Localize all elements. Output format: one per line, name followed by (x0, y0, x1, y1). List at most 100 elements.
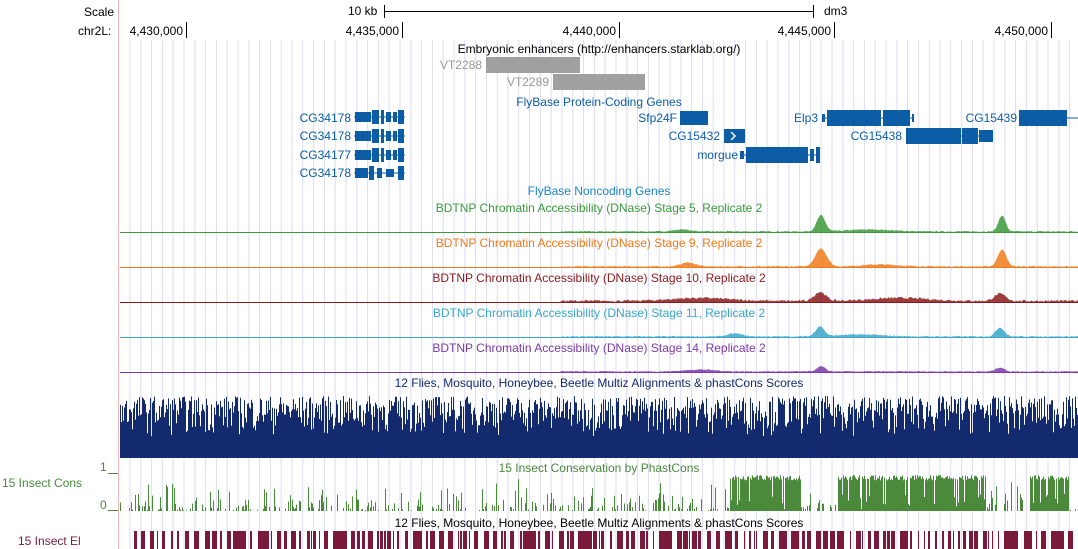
conserved-element (617, 531, 623, 549)
conserved-element (552, 531, 553, 549)
conserved-element (883, 531, 886, 549)
conserved-element (162, 531, 165, 549)
gene-exon (355, 112, 371, 122)
conserved-element (862, 531, 863, 549)
track-title-dnase-stage11[interactable]: BDTNP Chromatin Accessibility (DNase) St… (432, 306, 766, 320)
gene-label-cg15432[interactable]: CG15432 (668, 129, 720, 143)
track-title-phastcons[interactable]: 15 Insect Conservation by PhastCons (498, 461, 700, 475)
gene-exon (393, 150, 397, 160)
gene-exon (979, 130, 993, 142)
conserved-element (653, 531, 654, 549)
conserved-element (1068, 531, 1073, 549)
gene-label-cg34177[interactable]: CG34177 (299, 148, 351, 162)
conserved-element (707, 531, 711, 549)
track-title-dnase-stage5[interactable]: BDTNP Chromatin Accessibility (DNase) St… (435, 201, 763, 215)
conserved-element (351, 531, 355, 549)
gene-cg15439 (1019, 110, 1078, 126)
conserved-element (963, 531, 966, 549)
conserved-element (559, 531, 564, 549)
gene-label-cg15439[interactable]: CG15439 (965, 111, 1017, 125)
conserved-element (484, 531, 489, 549)
conserved-element (324, 531, 328, 549)
conserved-element (958, 531, 960, 549)
conserved-element (631, 531, 635, 549)
conserved-element (141, 531, 145, 549)
gene-label-cg15438[interactable]: CG15438 (850, 129, 902, 143)
conserved-element (891, 531, 895, 549)
gene-label-morgue[interactable]: morgue (697, 148, 738, 162)
track-title-flybase-noncoding[interactable]: FlyBase Noncoding Genes (527, 184, 671, 198)
conserved-element (233, 531, 246, 549)
ruler-position: 4,440,000 (562, 24, 616, 38)
conserved-element (205, 531, 210, 549)
conserved-element (988, 531, 989, 549)
gene-exon (398, 166, 404, 180)
conserved-element (227, 531, 231, 549)
conserved-element (953, 531, 954, 549)
conserved-element (716, 531, 720, 549)
gene-label-cg34178[interactable]: CG34178 (299, 129, 351, 143)
grid-lines (129, 40, 1071, 549)
conserved-element (918, 531, 919, 549)
conserved-element (998, 531, 999, 549)
conserved-element (212, 531, 217, 549)
gene-exon (386, 150, 391, 160)
track-title-dnase-stage14[interactable]: BDTNP Chromatin Accessibility (DNase) St… (432, 341, 766, 355)
phastcons-ymin-label: 0 (100, 498, 107, 512)
conserved-element (983, 531, 987, 549)
gene-exon (906, 128, 961, 144)
gene-label-cg34178[interactable]: CG34178 (299, 166, 351, 180)
conserved-element (368, 531, 373, 549)
conserved-element (357, 531, 360, 549)
conserved-element (384, 531, 386, 549)
conserved-element (271, 531, 272, 549)
gene-exon (381, 129, 384, 143)
enhancer-label-vt2288[interactable]: VT2288 (439, 58, 482, 72)
conserved-element (538, 531, 540, 549)
conserved-element (458, 531, 459, 549)
conserved-element (646, 531, 648, 549)
track-title-elements[interactable]: 12 Flies, Mosquito, Honeybee, Beetle Mul… (394, 516, 804, 530)
conserved-element (520, 531, 522, 549)
track-title-multiz[interactable]: 12 Flies, Mosquito, Honeybee, Beetle Mul… (394, 376, 804, 390)
conserved-element (823, 531, 828, 549)
conserved-element (405, 531, 408, 549)
track-title-flybase-coding[interactable]: FlyBase Protein-Coding Genes (516, 95, 682, 109)
gene-label-cg34178[interactable]: CG34178 (299, 111, 351, 125)
ruler-position: 4,435,000 (345, 24, 399, 38)
ruler-position: 4,450,000 (994, 24, 1048, 38)
conserved-element (830, 531, 835, 549)
track-title-dnase-stage10[interactable]: BDTNP Chromatin Accessibility (DNase) St… (432, 271, 766, 285)
track-title-enhancers[interactable]: Embryonic enhancers (http://enhancers.st… (457, 42, 741, 56)
dnase-track (120, 292, 1078, 303)
gene-exon (398, 110, 404, 124)
conserved-element (171, 531, 173, 549)
conserved-element (935, 531, 937, 549)
gene-exon (816, 147, 820, 163)
elements-track (134, 531, 1073, 549)
conserved-element (900, 531, 908, 549)
gene-cg34177 (354, 148, 405, 162)
conserved-element (756, 531, 757, 549)
conserved-element (725, 531, 732, 549)
gene-exon (355, 168, 368, 178)
conserved-element (692, 531, 697, 549)
gene-exon (393, 131, 397, 141)
track-label-elements[interactable]: 15 Insect El (18, 534, 81, 548)
conserved-element (771, 531, 774, 549)
enhancer-label-vt2289[interactable]: VT2289 (506, 75, 549, 89)
track-label-phastcons[interactable]: 15 Insect Cons (2, 476, 83, 490)
conserved-element (1024, 531, 1032, 549)
gene-label-sfp24f[interactable]: Sfp24F (638, 111, 677, 125)
gene-track (354, 110, 1078, 180)
conserved-element (948, 531, 951, 549)
track-title-dnase-stage9[interactable]: BDTNP Chromatin Accessibility (DNase) St… (435, 236, 763, 250)
conserved-element (439, 531, 444, 549)
gene-label-elp3[interactable]: Elp3 (793, 111, 818, 125)
dnase-tracks (120, 214, 1078, 373)
gene-exon (381, 110, 384, 124)
gene-exon (393, 112, 397, 122)
conserved-element (377, 531, 379, 549)
